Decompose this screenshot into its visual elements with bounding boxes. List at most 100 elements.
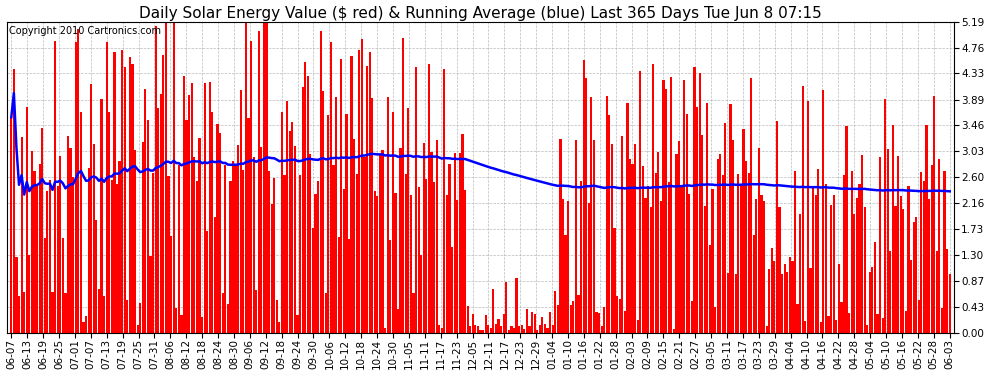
- Bar: [451, 247, 453, 333]
- Bar: [804, 321, 807, 333]
- Bar: [227, 304, 229, 333]
- Bar: [257, 31, 259, 333]
- Bar: [750, 78, 752, 333]
- Bar: [892, 125, 894, 333]
- Bar: [42, 128, 44, 333]
- Bar: [134, 150, 137, 333]
- Bar: [603, 307, 605, 333]
- Bar: [516, 278, 518, 333]
- Bar: [706, 103, 709, 333]
- Bar: [235, 165, 237, 333]
- Bar: [39, 164, 41, 333]
- Bar: [172, 22, 175, 333]
- Bar: [866, 326, 868, 333]
- Bar: [691, 301, 693, 333]
- Bar: [350, 56, 352, 333]
- Bar: [262, 22, 265, 333]
- Bar: [413, 293, 415, 333]
- Bar: [569, 305, 572, 333]
- Bar: [119, 161, 121, 333]
- Bar: [868, 272, 871, 333]
- Bar: [137, 325, 139, 333]
- Bar: [649, 207, 651, 333]
- Bar: [842, 175, 845, 333]
- Bar: [206, 231, 208, 333]
- Bar: [237, 145, 240, 333]
- Bar: [165, 22, 167, 333]
- Bar: [601, 326, 603, 333]
- Bar: [23, 291, 26, 333]
- Bar: [188, 95, 190, 333]
- Bar: [675, 154, 677, 333]
- Bar: [823, 90, 825, 333]
- Bar: [474, 325, 476, 333]
- Bar: [714, 308, 716, 333]
- Bar: [248, 118, 249, 333]
- Bar: [712, 189, 714, 333]
- Bar: [333, 165, 335, 333]
- Bar: [595, 312, 598, 333]
- Bar: [646, 186, 649, 333]
- Bar: [588, 203, 590, 333]
- Bar: [820, 322, 822, 333]
- Bar: [386, 98, 389, 333]
- Bar: [693, 67, 696, 333]
- Bar: [544, 324, 546, 333]
- Bar: [204, 83, 206, 333]
- Bar: [534, 314, 536, 333]
- Bar: [61, 238, 64, 333]
- Bar: [644, 198, 646, 333]
- Bar: [296, 315, 299, 333]
- Bar: [343, 189, 345, 333]
- Bar: [939, 159, 940, 333]
- Bar: [490, 328, 492, 333]
- Bar: [341, 59, 343, 333]
- Bar: [879, 157, 881, 333]
- Bar: [567, 201, 569, 333]
- Bar: [185, 120, 188, 333]
- Bar: [309, 154, 312, 333]
- Bar: [312, 228, 314, 333]
- Bar: [755, 199, 757, 333]
- Bar: [353, 139, 355, 333]
- Bar: [549, 312, 551, 333]
- Bar: [744, 161, 747, 333]
- Bar: [508, 330, 510, 333]
- Bar: [526, 309, 528, 333]
- Bar: [858, 184, 860, 333]
- Bar: [546, 328, 548, 333]
- Bar: [162, 55, 164, 333]
- Bar: [492, 289, 494, 333]
- Bar: [100, 99, 103, 333]
- Bar: [667, 182, 670, 333]
- Bar: [881, 318, 884, 333]
- Bar: [830, 205, 833, 333]
- Bar: [699, 73, 701, 333]
- Bar: [178, 165, 180, 333]
- Bar: [554, 291, 556, 333]
- Bar: [126, 300, 129, 333]
- Bar: [325, 293, 327, 333]
- Bar: [355, 174, 357, 333]
- Bar: [572, 300, 574, 333]
- Bar: [817, 168, 820, 333]
- Bar: [908, 186, 910, 333]
- Bar: [802, 86, 804, 333]
- Bar: [497, 319, 500, 333]
- Bar: [214, 217, 216, 333]
- Bar: [90, 84, 92, 333]
- Bar: [537, 330, 539, 333]
- Bar: [948, 274, 950, 333]
- Bar: [51, 292, 53, 333]
- Bar: [562, 199, 564, 333]
- Bar: [861, 155, 863, 333]
- Bar: [841, 302, 842, 333]
- Bar: [725, 123, 727, 333]
- Bar: [770, 248, 773, 333]
- Bar: [124, 67, 126, 333]
- Bar: [611, 144, 613, 333]
- Bar: [363, 157, 365, 333]
- Bar: [791, 261, 794, 333]
- Bar: [302, 87, 304, 333]
- Bar: [730, 104, 732, 333]
